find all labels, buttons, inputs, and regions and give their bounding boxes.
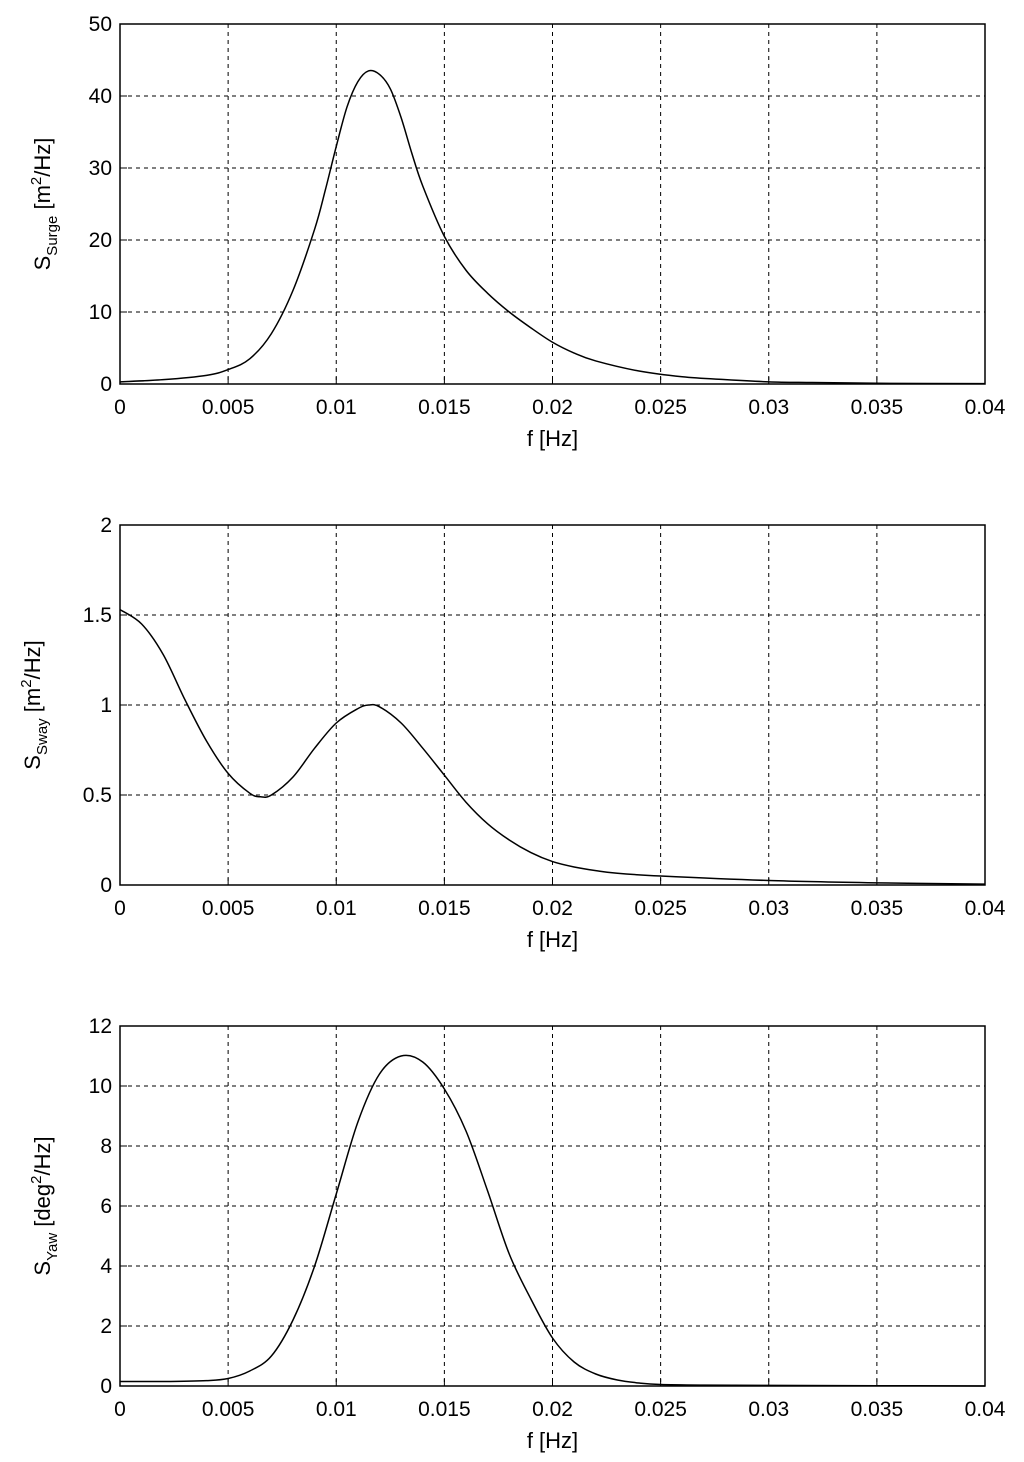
y-axis-label-unit-sup: 2 (18, 679, 35, 687)
x-axis-label: f [Hz] (527, 426, 578, 451)
y-tick-label: 0 (100, 874, 112, 897)
x-tick-label: 0.02 (532, 897, 573, 920)
x-tick-label: 0 (114, 1398, 126, 1421)
x-tick-label: 0.04 (965, 1398, 1006, 1421)
x-tick-label: 0.03 (748, 897, 789, 920)
y-axis-label-unit-suffix: /Hz] (30, 1136, 55, 1175)
series-line (119, 608, 986, 885)
chart-panel-2: 0 0.005 0.01 0.015 0.02 0.025 0.03 0.035 0.04 0 0.… (18, 514, 1006, 952)
y-tick-label: 4 (100, 1255, 112, 1278)
y-axis-label-main: S (30, 1261, 55, 1276)
y-tick-label: 20 (89, 229, 112, 252)
y-tick-label: 10 (89, 1075, 112, 1098)
y-tick-label: 0 (100, 1375, 112, 1398)
x-tick-label: 0.005 (202, 897, 255, 920)
y-axis-label-subscript: Sway (34, 718, 51, 755)
y-tick-label: 6 (100, 1195, 112, 1218)
y-tick-label: 8 (100, 1135, 112, 1158)
x-tick-label: 0.02 (532, 1398, 573, 1421)
y-tick-label: 50 (89, 13, 112, 36)
y-tick-label: 40 (89, 85, 112, 108)
y-tick-label: 2 (100, 514, 112, 537)
x-tick-label: 0.025 (634, 396, 687, 419)
y-axis-label-main: S (20, 755, 45, 770)
x-tick-label: 0 (114, 897, 126, 920)
series-line (119, 1054, 986, 1387)
y-tick-label: 0.5 (83, 784, 112, 807)
chart-panel-1: 0 0.005 0.01 0.015 0.02 0.025 0.03 0.035 0.04 0 10… (28, 13, 1006, 451)
x-tick-label: 0.01 (316, 897, 357, 920)
y-axis-label-unit-suffix: /Hz] (30, 138, 55, 177)
x-tick-label: 0.025 (634, 1398, 687, 1421)
y-tick-label: 2 (100, 1315, 112, 1338)
x-tick-label: 0.025 (634, 897, 687, 920)
x-tick-label: 0.015 (418, 897, 471, 920)
x-tick-label: 0.005 (202, 396, 255, 419)
series-line (119, 69, 986, 385)
x-tick-label: 0.01 (316, 1398, 357, 1421)
x-tick-label: 0.04 (965, 897, 1006, 920)
x-tick-label: 0.005 (202, 1398, 255, 1421)
x-tick-label: 0.035 (851, 396, 904, 419)
y-axis-label-unit-sup: 2 (28, 177, 45, 185)
y-axis-label: SSurge [m2/Hz] (28, 138, 61, 271)
y-axis-label-unit-sup: 2 (28, 1176, 45, 1184)
x-axis-label: f [Hz] (527, 1428, 578, 1453)
x-tick-label: 0 (114, 396, 126, 419)
x-tick-label: 0.015 (418, 396, 471, 419)
y-axis-label: SYaw [deg2/Hz] (28, 1136, 61, 1275)
x-axis-label: f [Hz] (527, 927, 578, 952)
x-tick-label: 0.01 (316, 396, 357, 419)
y-tick-label: 1 (100, 694, 112, 717)
y-tick-label: 30 (89, 157, 112, 180)
x-tick-label: 0.035 (851, 1398, 904, 1421)
y-tick-label: 10 (89, 301, 112, 324)
y-tick-label: 1.5 (83, 604, 112, 627)
y-axis-label: SSway [m2/Hz] (18, 640, 51, 769)
x-tick-label: 0.03 (748, 396, 789, 419)
y-tick-label: 12 (89, 1015, 112, 1038)
x-tick-label: 0.015 (418, 1398, 471, 1421)
y-axis-label-unit-prefix: [deg (30, 1184, 55, 1233)
y-axis-label-unit-prefix: [m (30, 185, 55, 216)
y-axis-label-subscript: Yaw (44, 1233, 61, 1261)
y-axis-label-unit-prefix: [m (20, 688, 45, 719)
x-tick-label: 0.035 (851, 897, 904, 920)
y-tick-label: 0 (100, 373, 112, 396)
x-tick-label: 0.03 (748, 1398, 789, 1421)
x-tick-label: 0.02 (532, 396, 573, 419)
y-axis-label-unit-suffix: /Hz] (20, 640, 45, 679)
x-tick-label: 0.04 (965, 396, 1006, 419)
y-axis-label-subscript: Surge (44, 216, 61, 256)
y-axis-label-main: S (30, 256, 55, 271)
chart-panel-3: 0 0.005 0.01 0.015 0.02 0.025 0.03 0.035 0.04 0 2 4… (28, 1015, 1006, 1453)
